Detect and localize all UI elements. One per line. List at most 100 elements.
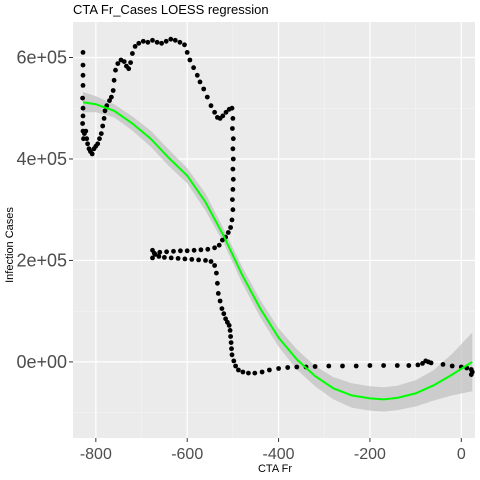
data-point [80,121,85,126]
data-point [220,237,225,243]
x-axis-title: CTA Fr [258,463,292,475]
data-point [111,77,117,83]
data-point [415,362,421,368]
data-point [156,254,162,259]
data-point [230,166,236,172]
y-tick-label: 0e+00 [16,352,67,372]
data-point [136,40,142,46]
data-point [219,306,225,311]
data-point [109,94,114,100]
data-point [285,365,291,370]
x-tick-label: -200 [354,446,386,463]
x-tick-label: -800 [80,446,112,463]
data-point [312,364,318,369]
data-point [228,334,234,339]
data-point [230,116,236,121]
data-point [191,247,197,253]
data-point [172,37,178,43]
data-point [230,156,236,162]
data-point [100,123,106,129]
data-point [150,255,155,261]
data-point [140,38,146,44]
data-point [184,50,190,55]
data-point [276,366,281,371]
data-point [101,116,107,121]
data-point [80,62,86,68]
data-point [353,363,359,369]
data-point [246,370,251,376]
data-point [228,225,234,230]
chart-title: CTA Fr_Cases LOESS regression [73,2,269,17]
data-point [121,59,127,64]
data-point [157,249,163,255]
x-tick-label: 0 [457,446,466,463]
data-point [80,105,86,111]
data-point [171,248,176,254]
data-point [229,352,235,358]
data-point [230,146,236,152]
data-point [205,246,211,252]
data-point [107,98,112,103]
data-point [89,151,95,157]
data-point [201,86,207,92]
data-point [130,51,135,56]
data-point [216,242,222,248]
data-point [80,50,86,55]
data-point [367,363,373,368]
data-point [468,372,474,377]
data-point [154,39,160,45]
data-point [182,42,187,48]
data-point [220,113,226,119]
data-point [381,363,386,368]
data-point [227,328,233,333]
data-point [203,258,208,263]
data-point [230,126,235,131]
data-point [145,39,151,45]
data-point [204,94,210,100]
data-point [168,255,174,261]
data-point [80,113,86,119]
loess-confidence-band [83,92,473,412]
data-point [189,257,195,262]
x-axis-ticks: -800 -600 -400 -200 0 [80,438,466,463]
grid-minor [73,22,475,438]
plot-panel [73,22,475,438]
data-point [150,37,155,43]
data-point [267,367,272,373]
y-axis-title: Infection Cases [4,207,16,283]
data-point [212,245,218,251]
data-point [80,83,86,88]
data-point [223,109,229,115]
y-tick-label: 6e+05 [16,48,67,68]
data-point [177,39,183,45]
data-point [229,217,235,223]
data-point [162,255,167,260]
data-point [85,141,90,147]
data-point [230,176,236,182]
data-point [406,363,412,368]
data-point [230,187,236,192]
data-point [84,136,90,142]
data-point [95,141,101,147]
data-point [326,363,332,369]
loess-fit-line [82,101,473,401]
data-point [194,72,200,78]
data-point [97,136,102,142]
data-point [164,249,170,255]
data-point [214,270,219,276]
data-point [252,370,258,376]
data-point [240,369,246,375]
data-point [126,66,132,72]
data-point [225,230,231,235]
data-point [228,340,234,345]
y-axis-ticks: 0e+00 2e+05 4e+05 6e+05 [16,48,73,372]
data-point [182,256,188,262]
data-point [152,252,158,257]
data-point [428,360,434,366]
data-point [208,103,214,109]
data-point [196,257,202,263]
data-point [80,95,85,101]
data-point [294,364,300,370]
data-point [233,363,239,369]
